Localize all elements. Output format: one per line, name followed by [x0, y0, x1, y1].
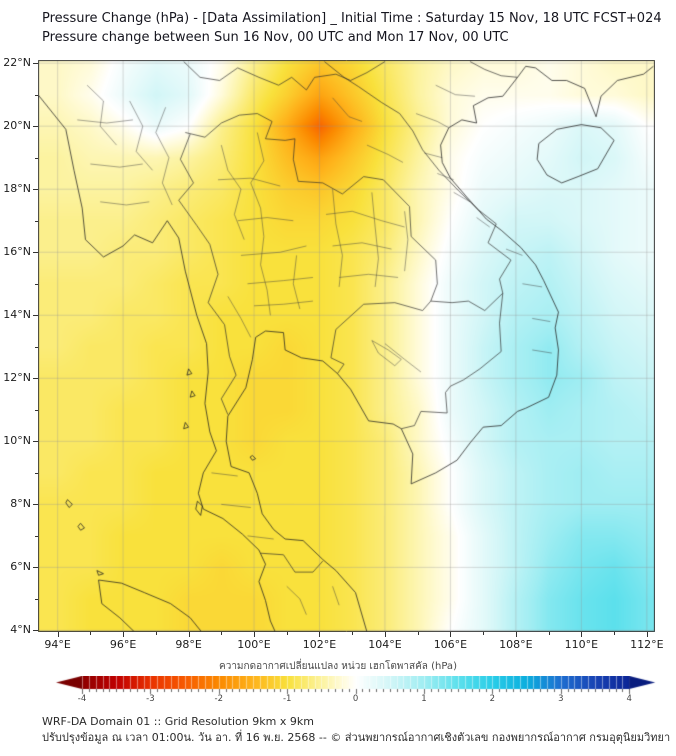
axis-tick [647, 632, 648, 637]
axis-tick [581, 632, 582, 637]
axis-tick [33, 252, 38, 253]
colorbar-tick-label: -4 [77, 694, 87, 704]
chart-title-line2: Pressure change between Sun 16 Nov, 00 U… [42, 30, 509, 45]
colorbar-title: ความกดอากาศเปลี่ยนแปลง หน่วย เฮกโตพาสคัล… [219, 661, 457, 672]
axis-tick [221, 632, 222, 635]
colorbar-tick-label: 1 [421, 694, 427, 704]
colorbar-tick-label: 4 [626, 694, 632, 704]
lat-tick-label: 12°N [3, 371, 31, 385]
lon-tick-label: 100°E [237, 638, 271, 651]
axis-tick [254, 632, 255, 637]
axis-tick [516, 632, 517, 637]
axis-tick [58, 632, 59, 637]
axis-tick [33, 63, 38, 64]
colorbar-tick-label: -1 [282, 694, 292, 704]
axis-tick [33, 504, 38, 505]
footer-block: WRF-DA Domain 01 :: Grid Resolution 9km … [42, 714, 670, 746]
axis-tick [33, 630, 38, 631]
axis-tick [319, 632, 320, 637]
axis-tick [33, 126, 38, 127]
lat-tick-label: 6°N [10, 560, 31, 574]
axis-tick [156, 632, 157, 635]
axis-tick [385, 632, 386, 637]
axis-tick [35, 158, 38, 159]
axis-tick [35, 473, 38, 474]
lat-tick-label: 20°N [3, 119, 31, 133]
lat-tick-label: 14°N [3, 308, 31, 322]
lat-tick-label: 18°N [3, 182, 31, 196]
axis-tick [549, 632, 550, 635]
axis-tick [33, 567, 38, 568]
colorbar [40, 676, 660, 696]
lon-tick-label: 106°E [433, 638, 468, 651]
axis-tick [35, 410, 38, 411]
axis-tick [33, 441, 38, 442]
axis-tick [189, 632, 190, 637]
lat-tick-label: 10°N [3, 434, 31, 448]
axis-tick [483, 632, 484, 635]
axis-tick [35, 284, 38, 285]
axis-tick [35, 347, 38, 348]
footer-agency-info: ปรับปรุงข้อมูล ณ เวลา 01:00น. วัน อา. ที… [42, 731, 671, 744]
axis-tick [35, 536, 38, 537]
lon-tick-label: 94°E [44, 638, 71, 651]
lat-tick-label: 16°N [3, 245, 31, 259]
axis-tick [450, 632, 451, 637]
colorbar-tick-label: -3 [146, 694, 155, 704]
colorbar-tick-label: 2 [489, 694, 496, 704]
lon-tick-label: 96°E [109, 638, 137, 651]
lon-tick-label: 112°E [630, 638, 664, 651]
lat-tick-label: 4°N [10, 623, 31, 637]
lon-tick-label: 108°E [499, 638, 533, 651]
footer-domain-info: WRF-DA Domain 01 :: Grid Resolution 9km … [42, 715, 314, 728]
axis-tick [352, 632, 353, 635]
pressure-change-heatmap [38, 60, 655, 632]
colorbar-tick-label: 0 [352, 694, 359, 704]
map-plot-area [38, 60, 655, 632]
colorbar-tick-label: -2 [214, 694, 224, 704]
chart-title-line1: Pressure Change (hPa) - [Data Assimilati… [42, 11, 662, 26]
axis-tick [33, 315, 38, 316]
axis-tick [614, 632, 615, 635]
axis-tick [123, 632, 124, 637]
lat-tick-label: 22°N [3, 56, 31, 70]
axis-tick [418, 632, 419, 635]
lon-tick-label: 104°E [368, 638, 402, 651]
axis-tick [33, 189, 38, 190]
axis-tick [287, 632, 288, 635]
lat-tick-label: 8°N [10, 497, 31, 511]
chart-title-block: Pressure Change (hPa) - [Data Assimilati… [42, 9, 662, 47]
axis-tick [90, 632, 91, 635]
axis-tick [33, 378, 38, 379]
colorbar-tick-label: 3 [558, 694, 564, 704]
lon-tick-label: 102°E [302, 638, 337, 651]
axis-tick [35, 221, 38, 222]
axis-tick [35, 95, 38, 96]
axis-tick [35, 599, 38, 600]
lon-tick-label: 110°E [564, 638, 599, 651]
lon-tick-label: 98°E [175, 638, 202, 651]
